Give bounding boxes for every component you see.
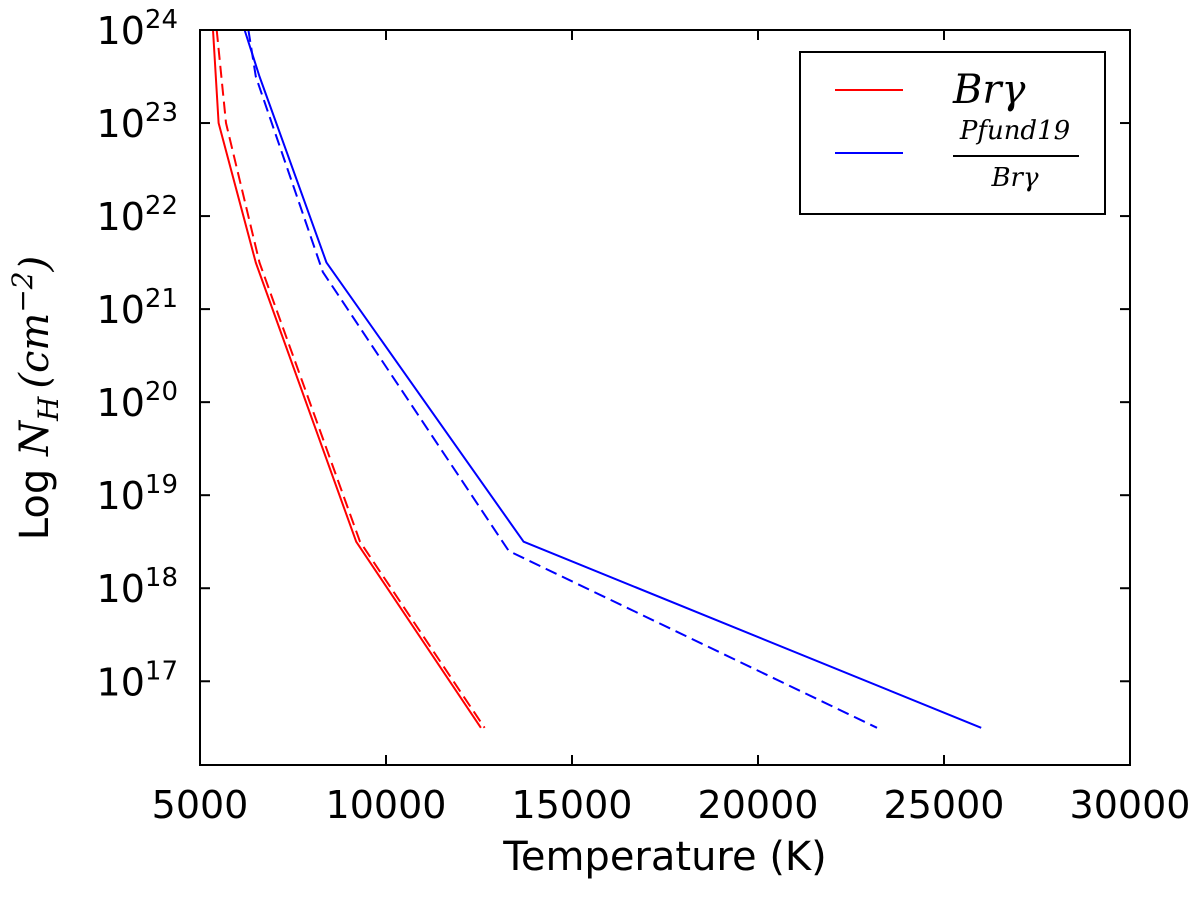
legend-label-pfund19-numerator: Pfund19 — [959, 116, 1070, 146]
legend-label-pfund19-denominator: Brγ — [990, 163, 1039, 193]
y-tick-label-5: 1022 — [97, 191, 178, 239]
x-axis-title: Temperature (K) — [502, 834, 827, 880]
x-tick-label-1: 10000 — [326, 783, 447, 827]
y-tick-label-1: 1018 — [97, 563, 178, 611]
y-axis-title-paren-close: ) — [12, 256, 58, 273]
y-tick-label-4: 1021 — [97, 284, 178, 332]
y-tick-label-7: 1024 — [97, 5, 178, 53]
y-axis-title-sub: H — [32, 396, 65, 422]
y-tick-label-3: 1020 — [97, 377, 178, 425]
series-layer — [212, 29, 982, 729]
legend-label-brgamma: Brγ — [952, 67, 1026, 113]
x-tick-label-2: 15000 — [512, 783, 633, 827]
y-axis-title: Log NH (cm−2) — [6, 256, 65, 540]
x-tick-label-4: 25000 — [884, 783, 1005, 827]
y-axis-title-unit: cm — [12, 313, 58, 373]
series-line-2 — [243, 29, 982, 729]
x-tick-label-3: 20000 — [698, 783, 819, 827]
y-axis-title-paren-open: ( — [12, 372, 58, 389]
series-line-1 — [215, 29, 486, 729]
y-axis-title-unit-exp: −2 — [6, 271, 39, 312]
y-axis-title-prefix: Log — [12, 456, 58, 540]
y-tick-label-6: 1023 — [97, 98, 178, 146]
legend-box — [799, 51, 1106, 215]
legend: Brγ Pfund19 Brγ — [799, 51, 1106, 215]
ticks-layer: 5000 10000 15000 20000 25000 30000 1017 1018 101… — [97, 5, 1191, 827]
y-axis-title-var: N — [12, 419, 58, 457]
x-tick-label-5: 30000 — [1070, 783, 1191, 827]
y-tick-label-0: 1017 — [97, 656, 178, 704]
y-tick-label-2: 1019 — [97, 470, 178, 518]
x-tick-label-0: 5000 — [152, 783, 249, 827]
series-line-0 — [212, 29, 482, 729]
plot-frame — [199, 29, 1131, 766]
series-line-3 — [247, 29, 878, 729]
